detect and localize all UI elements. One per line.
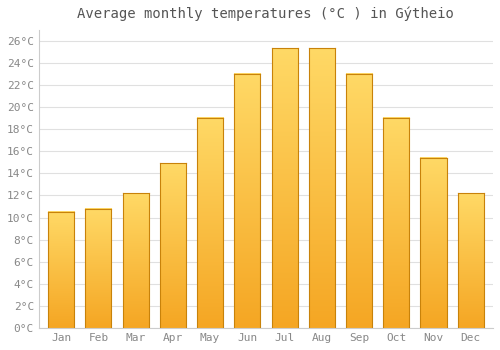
Title: Average monthly temperatures (°C ) in Gýtheio: Average monthly temperatures (°C ) in Gý… bbox=[78, 7, 454, 21]
